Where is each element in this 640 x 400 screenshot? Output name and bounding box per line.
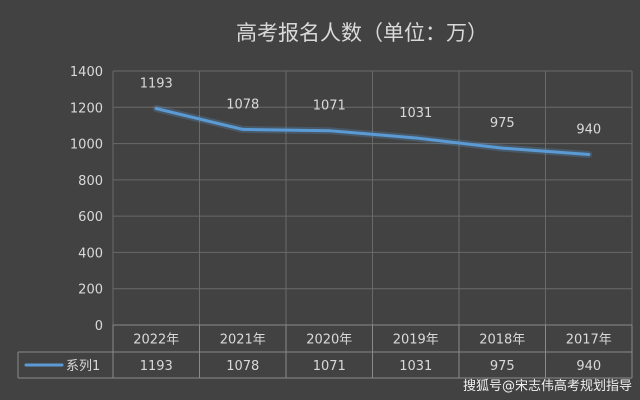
- table-value: 940: [576, 359, 601, 374]
- table-value: 975: [490, 359, 515, 374]
- x-tick-label: 2018年: [479, 333, 525, 348]
- y-tick-label: 1000: [70, 138, 103, 153]
- x-tick-label: 2017年: [566, 333, 612, 348]
- data-label: 1078: [226, 97, 259, 112]
- table-value: 1078: [226, 359, 259, 374]
- y-tick-label: 200: [78, 283, 103, 298]
- series-group: [152, 105, 593, 158]
- y-tick-label: 400: [78, 246, 103, 261]
- x-tick-label: 2022年: [133, 333, 179, 348]
- gridlines: [112, 70, 633, 326]
- series-line: [154, 107, 591, 156]
- y-tick-label: 0: [95, 319, 103, 334]
- data-label: 940: [576, 122, 601, 137]
- x-tick-label: 2019年: [393, 333, 439, 348]
- legend-label: 系列1: [66, 359, 100, 374]
- table-value: 1193: [140, 359, 173, 374]
- table-value: 1071: [313, 359, 346, 374]
- y-tick-label: 800: [78, 174, 103, 189]
- chart-title: 高考报名人数（单位：万）: [236, 21, 488, 45]
- data-labels: 1193 1078 1071 1031 975 940: [140, 77, 601, 138]
- y-tick-label: 1400: [70, 65, 103, 80]
- watermark: 搜狐号@宋志伟高考规划指导: [462, 379, 632, 394]
- y-tick-label: 1200: [70, 101, 103, 116]
- data-label: 1193: [140, 77, 173, 92]
- data-label: 1031: [399, 106, 432, 121]
- y-tick-label: 600: [78, 210, 103, 225]
- table-value: 1031: [399, 359, 432, 374]
- x-tick-label: 2021年: [220, 333, 266, 348]
- data-label: 975: [490, 116, 515, 131]
- x-tick-label: 2020年: [306, 333, 352, 348]
- y-axis: 0 200 400 600 800 1000 1200 1400: [70, 65, 103, 334]
- data-label: 1071: [313, 99, 346, 114]
